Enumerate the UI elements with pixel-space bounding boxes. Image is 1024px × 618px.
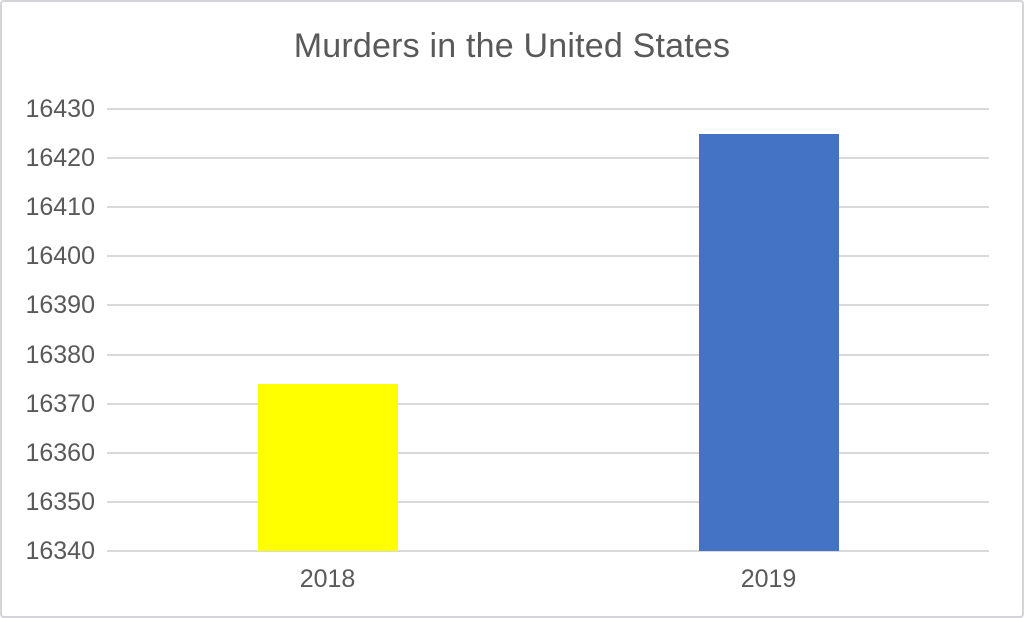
chart-title: Murders in the United States [293,27,731,65]
gridline-16390 [107,304,989,307]
y-tick-label-16410: 16410 [25,193,95,222]
y-tick-label-16360: 16360 [25,438,95,467]
plot-area [107,108,989,552]
y-tick-label-16370: 16370 [25,389,95,418]
gridline-16380 [107,353,989,356]
bar-2019 [698,133,839,551]
y-tick-label-16380: 16380 [25,340,95,369]
gridline-16410 [107,206,989,209]
y-tick-label-16430: 16430 [25,95,95,123]
y-tick-label-16420: 16420 [25,144,95,173]
y-tick-label-16340: 16340 [25,537,95,565]
bar-2018 [257,384,398,551]
gridline-16420 [107,157,989,160]
gridline-16340 [107,550,989,552]
gridline-16430 [107,108,989,110]
y-tick-label-16400: 16400 [25,242,95,271]
gridline-16400 [107,255,989,258]
y-tick-label-16390: 16390 [25,291,95,320]
x-tick-label-2018: 2018 [299,565,356,593]
gridline-16360 [107,451,989,454]
x-tick-label-2019: 2019 [740,565,797,593]
gridline-16370 [107,402,989,405]
gridline-16350 [107,500,989,503]
y-tick-label-16350: 16350 [25,487,95,516]
